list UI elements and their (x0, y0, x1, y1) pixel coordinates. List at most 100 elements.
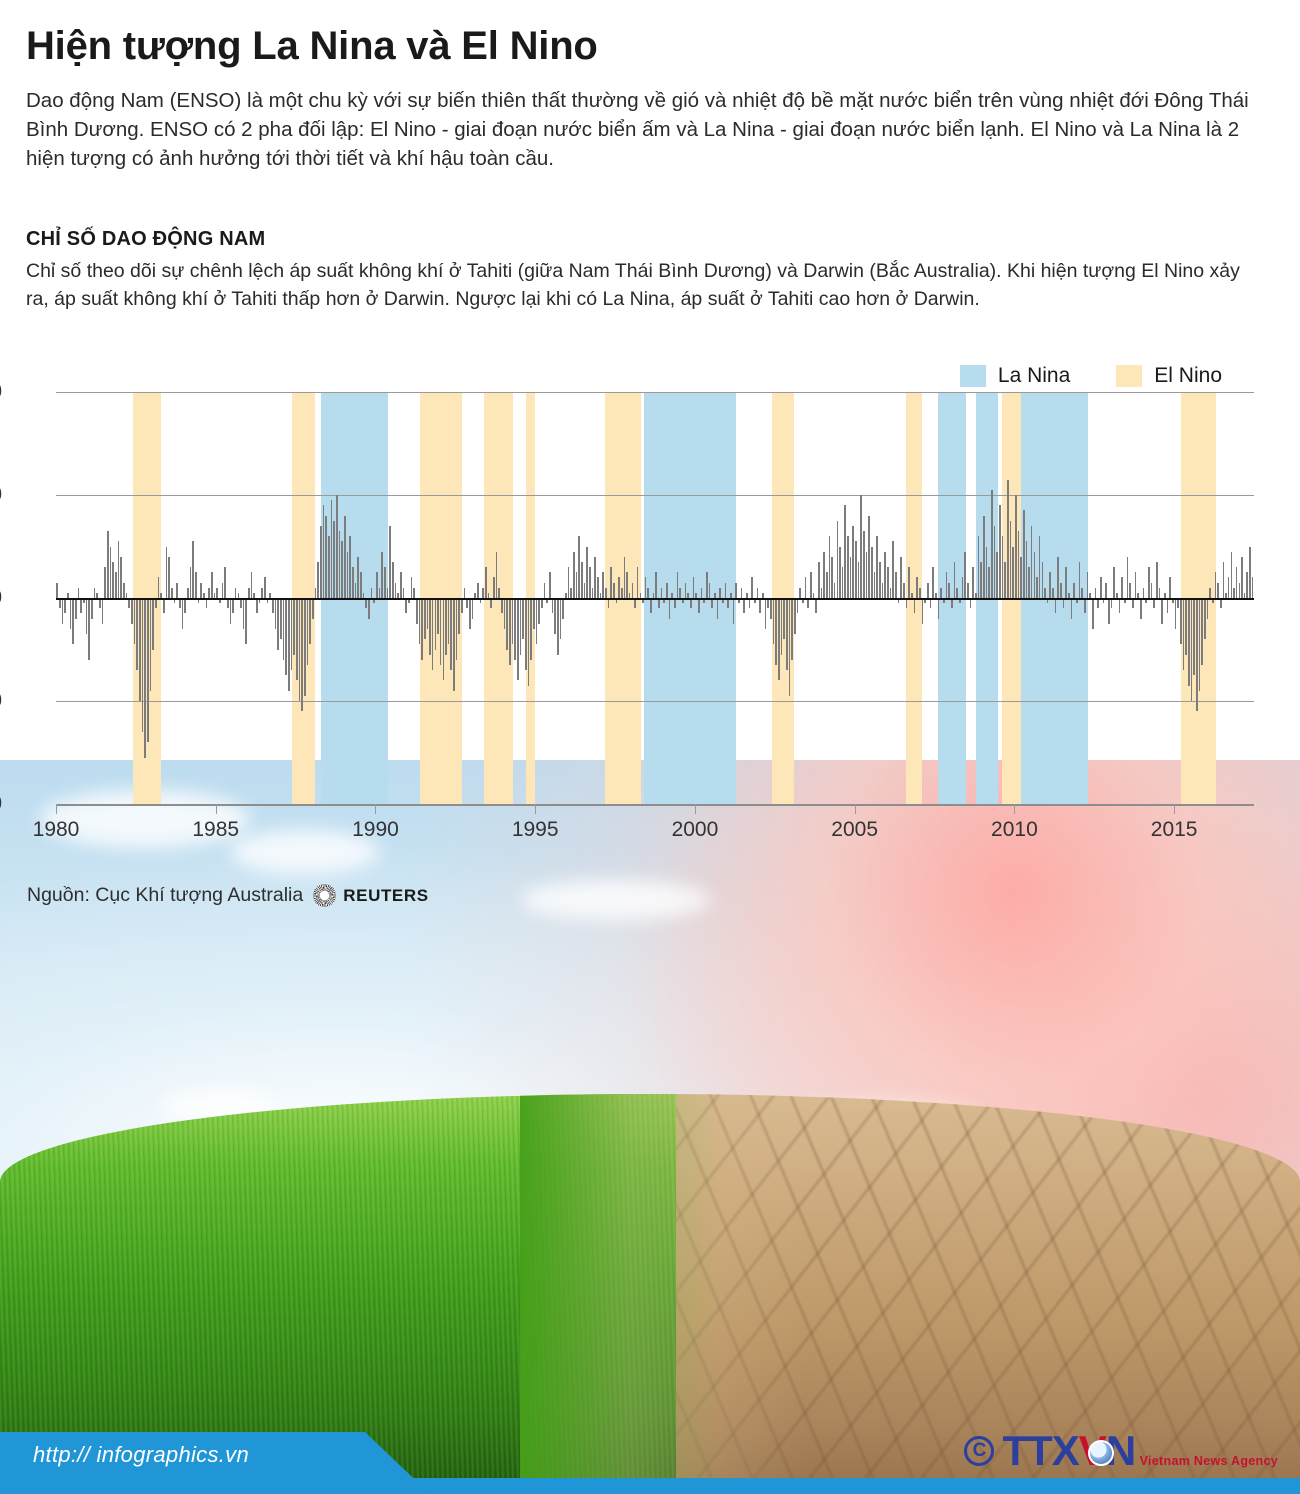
soi-bar (634, 598, 636, 609)
soi-bar (703, 598, 706, 604)
soi-bar (887, 567, 889, 598)
soi-bar (759, 598, 761, 614)
x-tick-mark (535, 804, 537, 814)
soi-bar (1198, 598, 1201, 691)
legend-label-el-nino: El Nino (1154, 364, 1222, 387)
soi-bar (1137, 592, 1139, 598)
soi-bar (564, 592, 567, 598)
y-axis-labels: 40 20 0 -20 -40 (0, 380, 1254, 815)
soi-bar (724, 582, 727, 598)
soi-bar (730, 592, 732, 598)
soi-bar (141, 598, 144, 732)
soi-bar (450, 598, 453, 671)
soi-bar (298, 598, 301, 701)
soi-bar (229, 598, 232, 624)
globe-icon (1088, 1440, 1115, 1466)
soi-bar (1012, 546, 1014, 598)
soi-bar (950, 598, 953, 609)
soi-bar (280, 598, 282, 640)
soi-bar (525, 598, 527, 671)
soi-bar (125, 592, 128, 598)
soi-bar (1073, 582, 1076, 598)
soi-bar (815, 598, 817, 614)
soi-bar (753, 598, 756, 604)
soi-bar (990, 489, 993, 598)
soi-bars (56, 392, 1254, 804)
soi-bar (836, 520, 839, 598)
soi-bar (1124, 598, 1126, 604)
soi-bar (799, 587, 801, 598)
soi-bar (333, 520, 335, 598)
x-tick-mark (1014, 804, 1016, 814)
soi-bar (149, 598, 152, 691)
soi-bar (205, 598, 208, 609)
soi-bar (176, 582, 178, 598)
soi-bar (1102, 598, 1105, 604)
soi-bar (104, 567, 107, 598)
soi-bar (407, 598, 410, 604)
soi-bar (373, 598, 375, 604)
reuters-mark-icon (313, 884, 337, 907)
soi-bar (1246, 572, 1249, 598)
soi-bar (690, 598, 692, 609)
soi-bar (1222, 561, 1225, 598)
soi-bar (674, 598, 676, 609)
x-tick-label: 2015 (1150, 818, 1198, 841)
soi-bar (1190, 598, 1193, 701)
soi-bar (785, 598, 788, 671)
soi-bar (455, 598, 458, 660)
soi-bar (935, 592, 937, 598)
soi-bar (567, 567, 570, 598)
soi-bar (998, 505, 1001, 598)
y-tick-label: 0 (0, 586, 2, 610)
soi-bar (828, 536, 831, 598)
soi-bar (1251, 577, 1254, 598)
soi-bar (958, 598, 961, 604)
soi-bar (1113, 567, 1116, 598)
soi-bar (849, 556, 852, 598)
soi-bar (477, 582, 479, 598)
soi-bar (857, 561, 860, 598)
soi-bar (530, 598, 532, 660)
soi-bar (346, 551, 349, 598)
soi-bar (769, 598, 772, 619)
soi-bar (1028, 567, 1030, 598)
soi-bar (660, 587, 663, 598)
soi-bar (650, 598, 652, 614)
soi-bar (695, 592, 698, 598)
soi-bar (751, 577, 753, 598)
soi-bar (860, 495, 863, 598)
soi-bar (543, 582, 546, 598)
footer-url[interactable]: http:// infographics.vn (33, 1442, 250, 1467)
soi-bar (1132, 598, 1134, 609)
soi-bar (1068, 592, 1070, 598)
soi-bar (974, 592, 977, 598)
soi-bar (679, 587, 682, 598)
soi-bar (463, 587, 466, 598)
soi-bar (993, 525, 996, 598)
soi-bar (687, 592, 690, 598)
soi-bar (453, 598, 455, 691)
soi-bar (1193, 598, 1195, 676)
soi-bar (258, 598, 261, 604)
x-tick-mark (56, 804, 57, 814)
soi-bar (658, 598, 660, 609)
soi-bar (1241, 556, 1243, 598)
soi-bar (131, 598, 133, 624)
soi-bar (1238, 582, 1241, 598)
soi-bar (186, 587, 189, 598)
soi-bar (381, 551, 383, 598)
soi-bar (706, 572, 708, 598)
soi-bar (588, 567, 591, 598)
soi-bar (517, 598, 519, 681)
soi-bar (322, 505, 325, 598)
soi-bar (423, 598, 426, 640)
soi-bar (144, 598, 146, 758)
soi-bar (117, 541, 120, 598)
soi-bar (234, 587, 237, 598)
soi-bar (519, 598, 522, 655)
soi-bar (415, 598, 418, 624)
soi-bar (328, 536, 330, 598)
section-body: Chỉ số theo dõi sự chênh lệch áp suất kh… (26, 260, 1240, 310)
soi-bar (93, 587, 96, 598)
